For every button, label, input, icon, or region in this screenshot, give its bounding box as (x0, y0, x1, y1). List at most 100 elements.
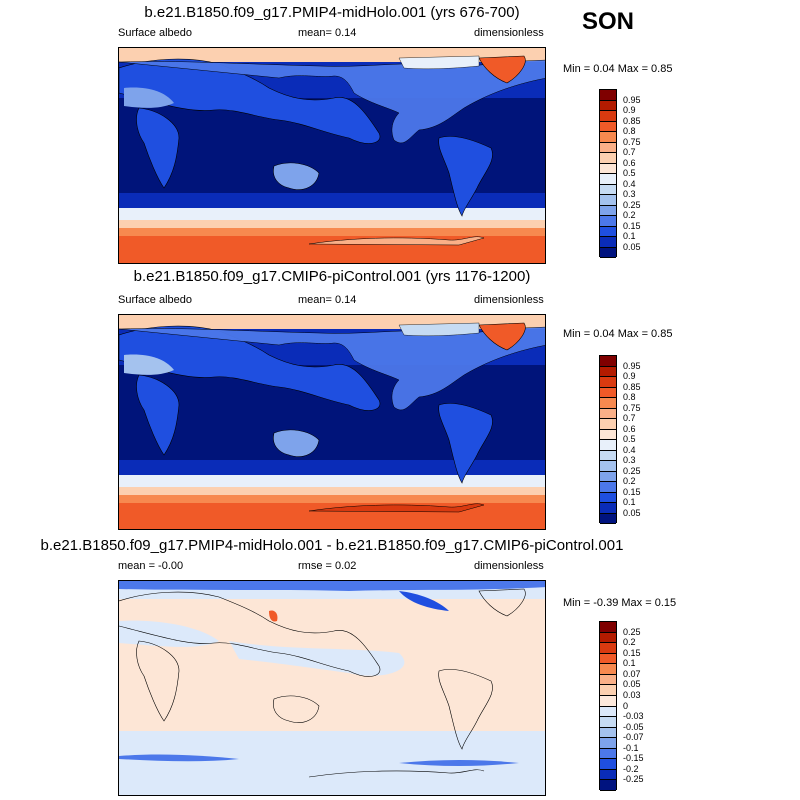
colorbar-segment (600, 759, 616, 770)
colorbar-segment (600, 408, 616, 419)
colorbar-tick-label: 0.15 (623, 647, 641, 658)
panel-1-colorbar (599, 89, 617, 258)
colorbar-segment (600, 471, 616, 482)
colorbar-tick-label: 0.25 (623, 626, 641, 637)
colorbar-segment (600, 121, 616, 132)
colorbar-segment (600, 356, 616, 367)
colorbar-segment (600, 706, 616, 718)
colorbar-tick-label: 0.15 (623, 220, 641, 231)
colorbar-segment (600, 695, 616, 707)
panel-2-mean-label: mean= 0.14 (298, 294, 357, 306)
colorbar-segment (600, 717, 616, 728)
colorbar-tick-label: 0.8 (623, 392, 636, 402)
panel-1-minmax: Min = 0.04 Max = 0.85 (563, 63, 673, 75)
panel-3-map (118, 580, 546, 796)
colorbar-segment (600, 366, 616, 377)
colorbar-segment (600, 163, 616, 174)
colorbar-segment (600, 513, 616, 524)
colorbar-segment (600, 398, 616, 409)
colorbar-segment (600, 195, 616, 206)
colorbar-tick-label: 0.03 (623, 689, 641, 700)
colorbar-segment (600, 100, 616, 111)
panel-3-units-label: dimensionless (474, 560, 544, 572)
colorbar-segment (600, 153, 616, 164)
colorbar-segment (600, 664, 616, 675)
colorbar-segment (600, 780, 616, 791)
colorbar-tick-label: 0.2 (623, 210, 636, 220)
colorbar-tick-label: 0.75 (623, 402, 641, 413)
colorbar-segment (600, 769, 616, 781)
panel-2-map (118, 314, 546, 530)
colorbar-tick-label: 0.9 (623, 371, 636, 381)
colorbar-segment (600, 216, 616, 227)
panel-3-minmax: Min = -0.39 Max = 0.15 (563, 597, 677, 609)
colorbar-tick-label: 0.95 (623, 360, 641, 371)
colorbar-tick-label: 0.8 (623, 126, 636, 136)
colorbar-segment (600, 247, 616, 258)
colorbar-tick-label: 0.85 (623, 115, 641, 126)
colorbar-tick-label: 0.25 (623, 465, 641, 476)
panel-1-title: b.e21.B1850.f09_g17.PMIP4-midHolo.001 (y… (144, 4, 520, 21)
colorbar-tick-label: 0.05 (623, 241, 641, 252)
colorbar-tick-label: -0.2 (623, 763, 639, 774)
colorbar-segment (600, 237, 616, 248)
colorbar-tick-label: 0.6 (623, 423, 636, 434)
colorbar-segment (600, 503, 616, 514)
colorbar-tick-label: -0.25 (623, 774, 644, 785)
colorbar-segment (600, 622, 616, 633)
colorbar-segment (600, 492, 616, 503)
colorbar-segment (600, 440, 616, 451)
colorbar-tick-label: 0.15 (623, 486, 641, 497)
colorbar-segment (600, 377, 616, 388)
colorbar-segment (600, 387, 616, 398)
colorbar-tick-label: -0.05 (623, 721, 644, 732)
panel-1-units-label: dimensionless (474, 27, 544, 39)
colorbar-segment (600, 184, 616, 195)
colorbar-segment (600, 685, 616, 696)
colorbar-segment (600, 632, 616, 644)
colorbar-tick-label: 0.2 (623, 637, 636, 648)
panel-1-variable-label: Surface albedo (118, 27, 192, 39)
panel-3-colorbar (599, 621, 617, 791)
panel-1-map (118, 47, 546, 264)
colorbar-segment (600, 226, 616, 237)
colorbar-tick-label: 0.75 (623, 136, 641, 147)
panel-2-title: b.e21.B1850.f09_g17.CMIP6-piControl.001 … (133, 268, 531, 285)
colorbar-segment (600, 482, 616, 493)
panel-2-colorbar (599, 355, 617, 524)
colorbar-tick-label: 0.7 (623, 147, 636, 157)
panel-3-rmse-label: rmse = 0.02 (298, 560, 357, 572)
colorbar-tick-label: 0.7 (623, 413, 636, 423)
colorbar-segment (600, 90, 616, 101)
colorbar-segment (600, 450, 616, 461)
panel-1-mean-label: mean= 0.14 (298, 27, 357, 39)
panel-2-units-label: dimensionless (474, 294, 544, 306)
colorbar-tick-label: 0.5 (623, 434, 636, 444)
colorbar-tick-label: 0.6 (623, 157, 636, 168)
colorbar-tick-label: 0.95 (623, 94, 641, 105)
panel-3-mean-label: mean = -0.00 (118, 560, 184, 572)
colorbar-tick-label: 0 (623, 700, 629, 711)
colorbar-tick-label: 0.1 (623, 658, 636, 669)
colorbar-segment (600, 429, 616, 440)
colorbar-tick-label: -0.07 (623, 732, 644, 743)
colorbar-tick-label: 0.5 (623, 168, 636, 178)
panel-2-variable-label: Surface albedo (118, 294, 192, 306)
colorbar-segment (600, 738, 616, 749)
colorbar-tick-label: 0.4 (623, 178, 636, 189)
colorbar-tick-label: 0.3 (623, 455, 636, 465)
colorbar-tick-label: 0.07 (623, 668, 641, 679)
colorbar-segment (600, 674, 616, 686)
colorbar-segment (600, 142, 616, 153)
colorbar-segment (600, 653, 616, 665)
colorbar-tick-label: 0.9 (623, 105, 636, 115)
colorbar-tick-label: 0.05 (623, 679, 641, 690)
colorbar-segment (600, 643, 616, 654)
panel-3-title: b.e21.B1850.f09_g17.PMIP4-midHolo.001 - … (40, 537, 624, 554)
colorbar-tick-label: 0.2 (623, 476, 636, 486)
season-label: SON (582, 8, 635, 35)
colorbar-segment (600, 419, 616, 430)
colorbar-segment (600, 205, 616, 216)
colorbar-segment (600, 461, 616, 472)
colorbar-tick-label: 0.1 (623, 497, 636, 507)
